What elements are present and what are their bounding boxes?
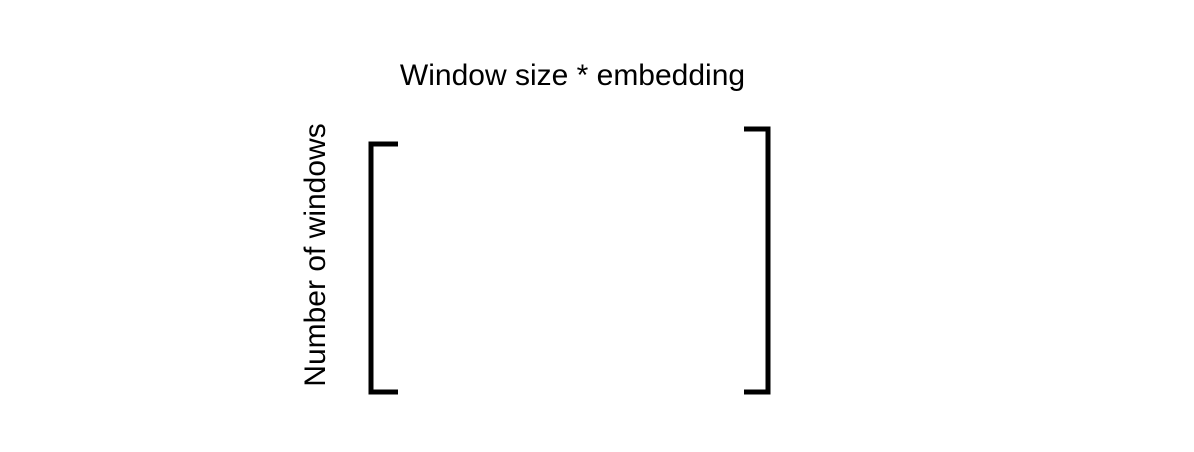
left-bracket — [368, 141, 398, 395]
column-dimension-label: Window size * embedding — [399, 59, 746, 92]
right-bracket — [744, 126, 771, 395]
